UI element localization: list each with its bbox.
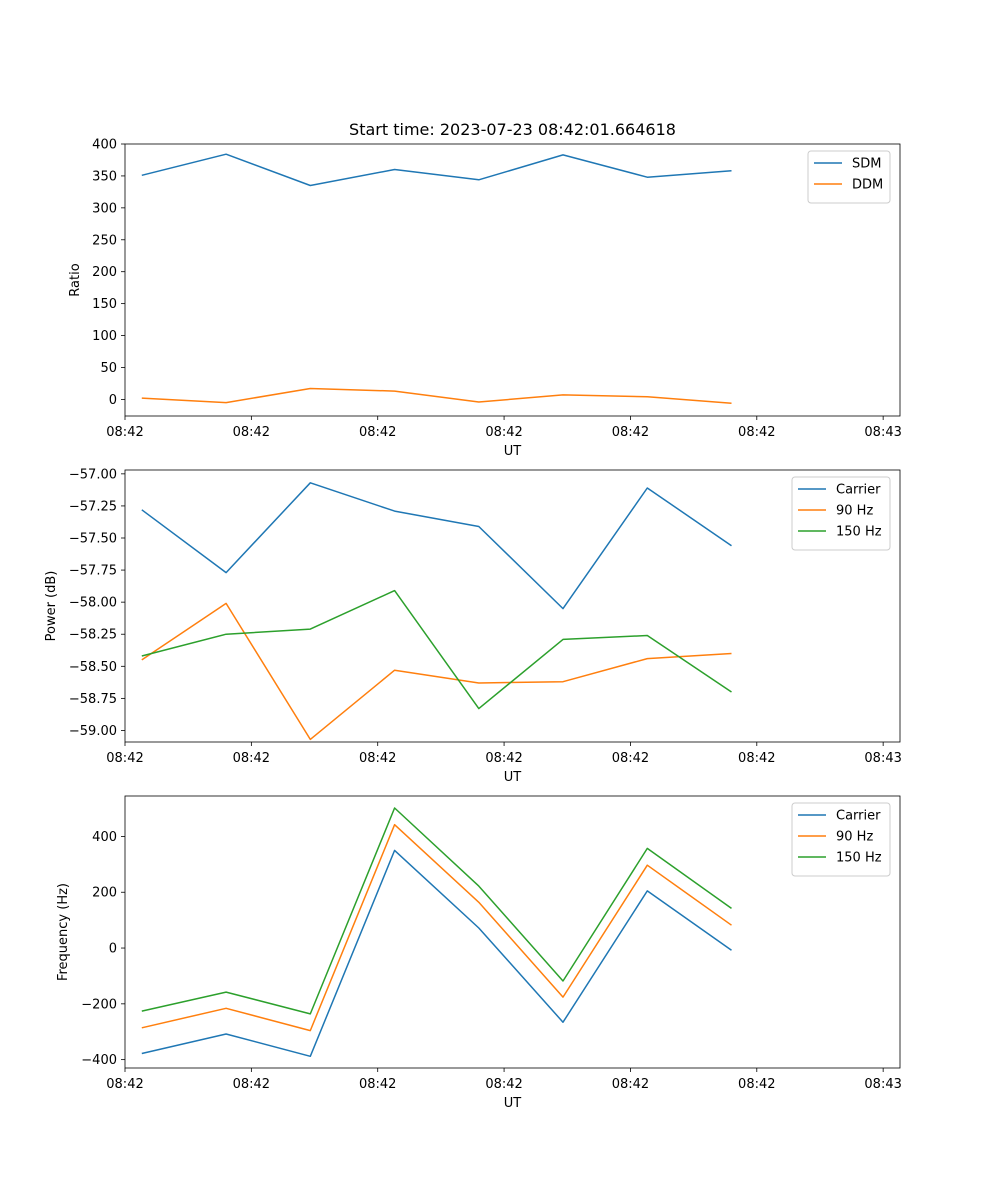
- y-tick-label: 200: [92, 886, 117, 901]
- y-tick-label: 300: [92, 201, 117, 216]
- y-tick-label: 400: [92, 138, 117, 153]
- y-axis-label: Frequency (Hz): [56, 883, 71, 981]
- y-tick-label: 200: [92, 265, 117, 280]
- x-tick-label: 08:42: [106, 751, 143, 766]
- x-tick-label: 08:42: [233, 1077, 270, 1092]
- x-axis-label: UT: [504, 1096, 522, 1111]
- y-tick-label: −57.25: [69, 499, 117, 514]
- y-tick-label: −57.00: [69, 467, 117, 482]
- x-axis-label: UT: [504, 770, 522, 785]
- legend-box: [807, 150, 891, 204]
- plot-frame: [124, 795, 901, 1069]
- series-line-sdm: [141, 153, 732, 187]
- series-line-carrier: [141, 482, 732, 610]
- series-line-ddm: [141, 387, 732, 404]
- y-tick-label: −59.00: [69, 724, 117, 739]
- y-tick-label: −400: [81, 1053, 117, 1068]
- x-tick-label: 08:43: [864, 751, 901, 766]
- y-tick-label: 0: [109, 393, 117, 408]
- chart-panel-2: 08:42 08:42 08:42 08:42 08:42 08:42 08:43 −59.0…: [44, 467, 902, 785]
- y-tick-label: 0: [109, 942, 117, 957]
- legend-label: Carrier: [836, 483, 881, 498]
- legend-label: 150 Hz: [836, 851, 882, 866]
- legend-label: DDM: [852, 178, 883, 193]
- x-tick-label: 08:42: [359, 425, 396, 440]
- x-tick-label: 08:42: [738, 1077, 775, 1092]
- y-tick-label: −58.75: [69, 692, 117, 707]
- y-tick-label: −58.25: [69, 628, 117, 643]
- y-tick-label: 350: [92, 169, 117, 184]
- y-tick-label: −57.75: [69, 564, 117, 579]
- x-tick-label: 08:43: [864, 425, 901, 440]
- y-tick-label: −57.50: [69, 532, 117, 547]
- legend-label: 90 Hz: [836, 830, 873, 845]
- series-line-150-hz: [141, 589, 732, 710]
- x-tick-label: 08:42: [612, 1077, 649, 1092]
- y-tick-label: −200: [81, 997, 117, 1012]
- legend-label: SDM: [852, 157, 881, 172]
- y-tick-label: 50: [100, 361, 117, 376]
- x-tick-label: 08:42: [485, 1077, 522, 1092]
- legend-label: 90 Hz: [836, 504, 873, 519]
- y-axis-label: Ratio: [68, 263, 83, 296]
- y-tick-label: −58.50: [69, 660, 117, 675]
- x-tick-label: 08:42: [738, 425, 775, 440]
- x-tick-label: 08:42: [485, 425, 522, 440]
- series-line-carrier: [141, 849, 732, 1058]
- legend-label: Carrier: [836, 809, 881, 824]
- legend: SDM DDM: [807, 150, 891, 204]
- plot-frame: [124, 143, 901, 417]
- x-tick-label: 08:42: [738, 751, 775, 766]
- x-tick-label: 08:42: [106, 1077, 143, 1092]
- x-tick-label: 08:42: [106, 425, 143, 440]
- legend: Carrier 90 Hz 150 Hz: [791, 476, 891, 551]
- x-tick-label: 08:42: [612, 751, 649, 766]
- series-line-90-hz: [141, 823, 732, 1032]
- y-axis-label: Power (dB): [44, 571, 59, 642]
- legend-label: 150 Hz: [836, 525, 882, 540]
- legend: Carrier 90 Hz 150 Hz: [791, 802, 891, 877]
- series-line-90-hz: [141, 602, 732, 741]
- x-tick-label: 08:42: [359, 751, 396, 766]
- y-tick-label: 400: [92, 830, 117, 845]
- x-tick-label: 08:42: [233, 425, 270, 440]
- plot-frame: [124, 469, 901, 743]
- x-tick-label: 08:42: [233, 751, 270, 766]
- x-tick-label: 08:42: [612, 425, 649, 440]
- chart-title: Start time: 2023-07-23 08:42:01.664618: [349, 120, 676, 139]
- chart-panel-3: 08:42 08:42 08:42 08:42 08:42 08:42 08:43 −400 −…: [56, 795, 902, 1111]
- x-tick-label: 08:42: [359, 1077, 396, 1092]
- y-tick-label: 250: [92, 233, 117, 248]
- x-axis-label: UT: [504, 444, 522, 459]
- y-tick-label: 100: [92, 329, 117, 344]
- series-line-150-hz: [141, 807, 732, 1015]
- y-tick-label: 150: [92, 297, 117, 312]
- x-tick-label: 08:43: [864, 1077, 901, 1092]
- x-tick-label: 08:42: [485, 751, 522, 766]
- y-tick-label: −58.00: [69, 596, 117, 611]
- chart-panel-1: Start time: 2023-07-23 08:42:01.664618 08…: [68, 120, 902, 459]
